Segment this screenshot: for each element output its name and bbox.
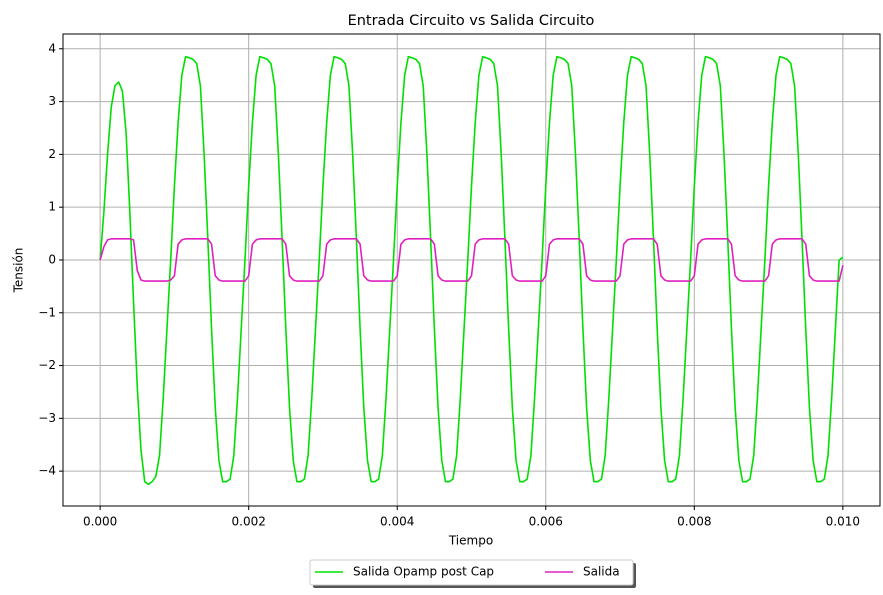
y-tick-label: −1 bbox=[38, 305, 56, 319]
x-axis-label: Tiempo bbox=[448, 534, 493, 548]
plot-frame bbox=[62, 33, 881, 507]
legend: Salida Opamp post Cap Salida bbox=[309, 559, 636, 588]
y-tick-label: 1 bbox=[48, 200, 56, 214]
series-line bbox=[99, 238, 844, 282]
x-tick-label: 0.008 bbox=[677, 515, 711, 529]
legend-label: Salida bbox=[583, 565, 620, 579]
legend-box bbox=[309, 559, 634, 586]
series-line bbox=[99, 55, 844, 486]
y-tick-label: 0 bbox=[48, 252, 56, 266]
x-tick-label: 0.000 bbox=[83, 515, 117, 529]
legend-label: Salida Opamp post Cap bbox=[353, 565, 494, 579]
y-axis-label: Tensión bbox=[12, 248, 26, 294]
y-tick-label: −2 bbox=[38, 358, 56, 372]
x-tick-label: 0.004 bbox=[380, 515, 414, 529]
y-tick-label: −3 bbox=[38, 411, 56, 425]
y-tick-label: 4 bbox=[48, 41, 56, 55]
y-tick-label: −4 bbox=[38, 464, 56, 478]
x-tick-label: 0.002 bbox=[232, 515, 266, 529]
x-tick-label: 0.010 bbox=[826, 515, 860, 529]
y-tick-label: 3 bbox=[48, 94, 56, 108]
chart-title: Entrada Circuito vs Salida Circuito bbox=[348, 13, 595, 29]
y-tick-label: 2 bbox=[48, 147, 56, 161]
x-tick-label: 0.006 bbox=[529, 515, 563, 529]
